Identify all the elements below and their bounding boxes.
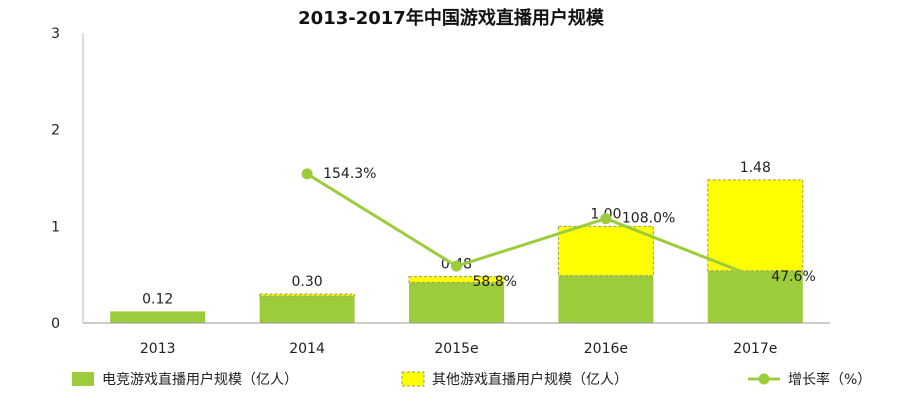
bar-other [259, 293, 356, 297]
growth-point [451, 260, 462, 272]
bar-esports [259, 295, 355, 323]
growth-label: 58.8% [473, 274, 517, 290]
legend-swatch-esports [72, 372, 94, 386]
bar-other [707, 179, 804, 272]
growth-point [749, 271, 761, 283]
legend-label-growth: 增长率（%） [788, 371, 871, 388]
bar-other [408, 276, 505, 283]
legend-point-growth [758, 373, 770, 385]
x-tick-label: 2015e [434, 341, 478, 357]
legend-swatch-other [401, 371, 425, 387]
growth-point [301, 168, 313, 180]
y-tick-label: 1 [51, 219, 60, 235]
y-axis: 0 1 2 3 [51, 26, 84, 332]
bars: 0.120.300.481.001.48 [110, 160, 804, 323]
bar-other [557, 225, 654, 277]
bar-esports [558, 275, 654, 323]
bar-esports [110, 311, 206, 323]
legend: 电竞游戏直播用户规模（亿人） 其他游戏直播用户规模（亿人） 增长率（%） [72, 371, 871, 388]
bar-total-label: 0.12 [142, 291, 173, 307]
x-axis: 2013 2014 2015e 2016e 2017e [83, 322, 830, 357]
y-tick-label: 2 [51, 123, 60, 139]
growth-line: 154.3% 58.8% 108.0% 47.6% [301, 166, 816, 290]
growth-label: 154.3% [323, 166, 376, 182]
growth-label: 108.0% [622, 211, 675, 227]
y-tick-label: 3 [51, 26, 60, 42]
legend-label-other: 其他游戏直播用户规模（亿人） [432, 371, 628, 388]
bar-total-label: 0.30 [292, 274, 323, 290]
growth-polyline [306, 172, 756, 279]
x-tick-label: 2014 [289, 341, 325, 357]
bar-esports [409, 282, 504, 323]
legend-label-esports: 电竞游戏直播用户规模（亿人） [102, 371, 298, 388]
x-tick-label: 2016e [584, 341, 628, 357]
x-tick-label: 2013 [140, 341, 176, 357]
growth-label: 47.6% [771, 269, 815, 285]
growth-point [600, 213, 612, 225]
bar-total-label: 1.48 [740, 160, 771, 176]
x-tick-label: 2017e [733, 341, 777, 357]
chart-title: 2013-2017年中国游戏直播用户规模 [298, 7, 605, 29]
y-tick-label: 0 [51, 316, 60, 332]
